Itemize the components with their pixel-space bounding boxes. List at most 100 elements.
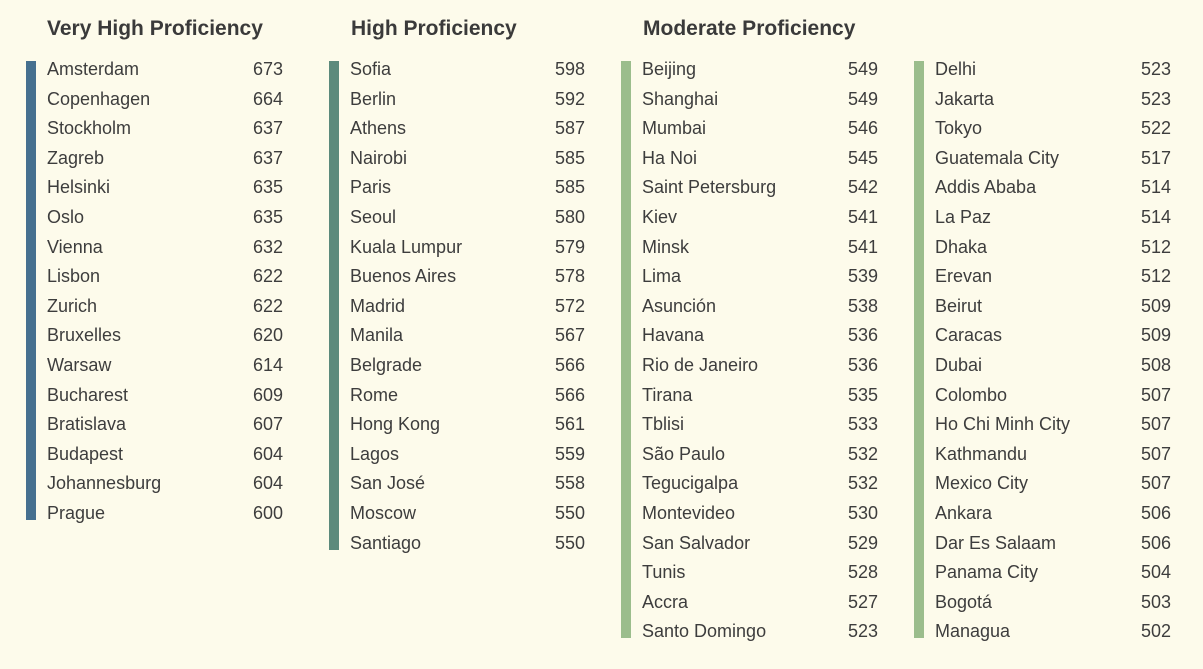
city-row: Warsaw 614 (47, 354, 283, 387)
city-row: Rio de Janeiro 536 (642, 354, 878, 387)
city-name: Ha Noi (642, 147, 698, 168)
group-title: Very High Proficiency (47, 17, 263, 40)
city-name: Delhi (935, 59, 977, 79)
city-name: Amsterdam (47, 59, 140, 79)
city-name: Managua (935, 621, 1011, 642)
city-name: Bruxelles (47, 325, 122, 346)
city-row: Asunción 538 (642, 295, 878, 328)
city-score: 529 (847, 532, 878, 553)
city-name: Dubai (935, 354, 983, 375)
city-score: 622 (252, 295, 283, 316)
city-name: Kathmandu (935, 443, 1028, 464)
city-row: Tokyo 522 (935, 118, 1171, 150)
city-row: Santiago 550 (350, 532, 585, 565)
city-score: 536 (847, 354, 878, 375)
city-score: 528 (847, 562, 878, 583)
city-name: Asunción (642, 295, 717, 316)
city-score: 506 (1140, 502, 1171, 523)
city-name: Ho Chi Minh City (935, 414, 1071, 435)
city-name: Santo Domingo (642, 621, 767, 642)
city-name: Buenos Aires (350, 266, 457, 287)
city-row: Moscow 550 (350, 504, 585, 535)
city-score: 664 (252, 88, 283, 109)
city-row: Paris 585 (350, 178, 585, 209)
city-row: Shanghai 549 (642, 88, 878, 121)
city-name: Prague (47, 502, 106, 523)
city-name: Manila (350, 325, 404, 346)
city-row: Beirut 509 (935, 295, 1171, 328)
city-name: Tokyo (935, 118, 983, 139)
city-name: Shanghai (642, 88, 719, 109)
city-name: Seoul (350, 206, 397, 227)
city-row: Prague 600 (47, 502, 283, 535)
city-name: Beijing (642, 59, 697, 79)
city-row: Managua 502 (935, 621, 1171, 653)
city-name: Dhaka (935, 236, 988, 257)
city-row: Berlin 592 (350, 88, 585, 121)
city-score: 530 (847, 502, 878, 523)
city-row: Erevan 512 (935, 266, 1171, 298)
city-row: Amsterdam 673 (47, 59, 283, 91)
group-color-bar (26, 61, 36, 520)
city-score: 509 (1140, 295, 1171, 316)
city-score: 508 (1140, 354, 1171, 375)
city-name: Tirana (642, 384, 693, 405)
city-score: 539 (847, 266, 878, 287)
city-row: Havana 536 (642, 326, 878, 357)
city-score: 507 (1140, 414, 1171, 435)
city-row: Buenos Aires 578 (350, 266, 585, 298)
city-score: 507 (1140, 473, 1171, 494)
city-row: Delhi 523 (935, 59, 1171, 91)
city-score: 604 (252, 443, 283, 464)
city-row: Mexico City 507 (935, 473, 1171, 505)
city-row: San Salvador 529 (642, 532, 878, 565)
group-color-bar (329, 61, 339, 550)
city-row: Ha Noi 545 (642, 147, 878, 180)
city-row: Saint Petersburg 542 (642, 177, 878, 209)
city-score: 509 (1140, 325, 1171, 346)
city-name: Caracas (935, 325, 1003, 346)
city-row: Oslo 635 (47, 208, 283, 239)
city-name: Madrid (350, 295, 406, 316)
city-row: Madrid 572 (350, 295, 585, 328)
city-score: 549 (847, 59, 878, 79)
city-score: 614 (252, 354, 283, 375)
city-score: 533 (847, 414, 878, 435)
city-score: 523 (847, 621, 878, 642)
city-score: 502 (1140, 621, 1171, 642)
city-score: 566 (554, 384, 585, 405)
city-score: 517 (1140, 147, 1171, 168)
city-row: Mumbai 546 (642, 119, 878, 150)
city-score: 523 (1140, 88, 1171, 109)
city-score: 512 (1140, 236, 1171, 257)
city-name: Erevan (935, 266, 993, 287)
city-name: Mexico City (935, 473, 1029, 494)
city-score: 558 (554, 473, 585, 494)
city-name: Accra (642, 591, 689, 612)
city-row: Bogotá 503 (935, 591, 1171, 624)
city-name: Johannesburg (47, 473, 162, 494)
city-row: Colombo 507 (935, 386, 1171, 417)
city-score: 503 (1140, 591, 1171, 612)
city-score: 514 (1140, 206, 1171, 227)
city-row: Lagos 559 (350, 445, 585, 476)
city-name: Montevideo (642, 502, 736, 523)
city-score: 592 (554, 88, 585, 109)
city-name: Guatemala City (935, 147, 1060, 168)
city-row: Bucharest 609 (47, 386, 283, 417)
city-row: Dubai 508 (935, 354, 1171, 387)
city-row: Tegucigalpa 532 (642, 474, 878, 505)
city-score: 578 (554, 266, 585, 287)
city-row: Ankara 506 (935, 502, 1171, 535)
city-name: Lisbon (47, 266, 101, 287)
city-row: Accra 527 (642, 591, 878, 624)
city-name: Santiago (350, 532, 422, 553)
city-name: Stockholm (47, 118, 132, 139)
city-row: Helsinki 635 (47, 178, 283, 209)
city-name: Nairobi (350, 147, 408, 168)
city-score: 542 (847, 177, 878, 198)
city-score: 504 (1140, 562, 1171, 583)
city-score: 598 (554, 59, 585, 79)
city-list: Amsterdam 673 Copenhagen 664 Stockholm 637 Zag… (47, 59, 283, 535)
city-name: São Paulo (642, 443, 726, 464)
